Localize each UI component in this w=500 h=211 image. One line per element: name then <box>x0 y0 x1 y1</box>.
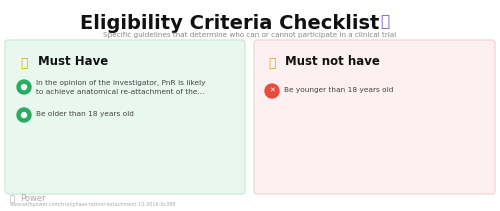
Circle shape <box>265 84 279 98</box>
Text: Must not have: Must not have <box>285 55 380 68</box>
Circle shape <box>17 80 31 94</box>
FancyBboxPatch shape <box>254 40 495 194</box>
Text: 👎: 👎 <box>268 57 276 70</box>
Text: Eligibility Criteria Checklist: Eligibility Criteria Checklist <box>80 14 380 33</box>
Text: Power: Power <box>20 194 46 203</box>
Text: 👍: 👍 <box>20 57 28 70</box>
Circle shape <box>22 84 26 89</box>
Circle shape <box>17 108 31 122</box>
Circle shape <box>22 112 26 118</box>
Text: ✕: ✕ <box>269 88 275 94</box>
Text: Specific guidelines that determine who can or cannot participate in a clinical t: Specific guidelines that determine who c… <box>104 32 397 38</box>
Text: 📋: 📋 <box>380 14 389 29</box>
Text: ⏻: ⏻ <box>10 194 15 203</box>
Text: Be older than 18 years old: Be older than 18 years old <box>36 111 134 117</box>
Text: Must Have: Must Have <box>38 55 108 68</box>
Text: Be younger than 18 years old: Be younger than 18 years old <box>284 87 394 93</box>
Text: In the opinion of the investigator, PnR is likely
to achieve anatomical re-attac: In the opinion of the investigator, PnR … <box>36 80 205 95</box>
FancyBboxPatch shape <box>5 40 245 194</box>
Text: www.withpower.com/trial/phase-retinal-detachment-10-2016-0c388: www.withpower.com/trial/phase-retinal-de… <box>10 202 176 207</box>
